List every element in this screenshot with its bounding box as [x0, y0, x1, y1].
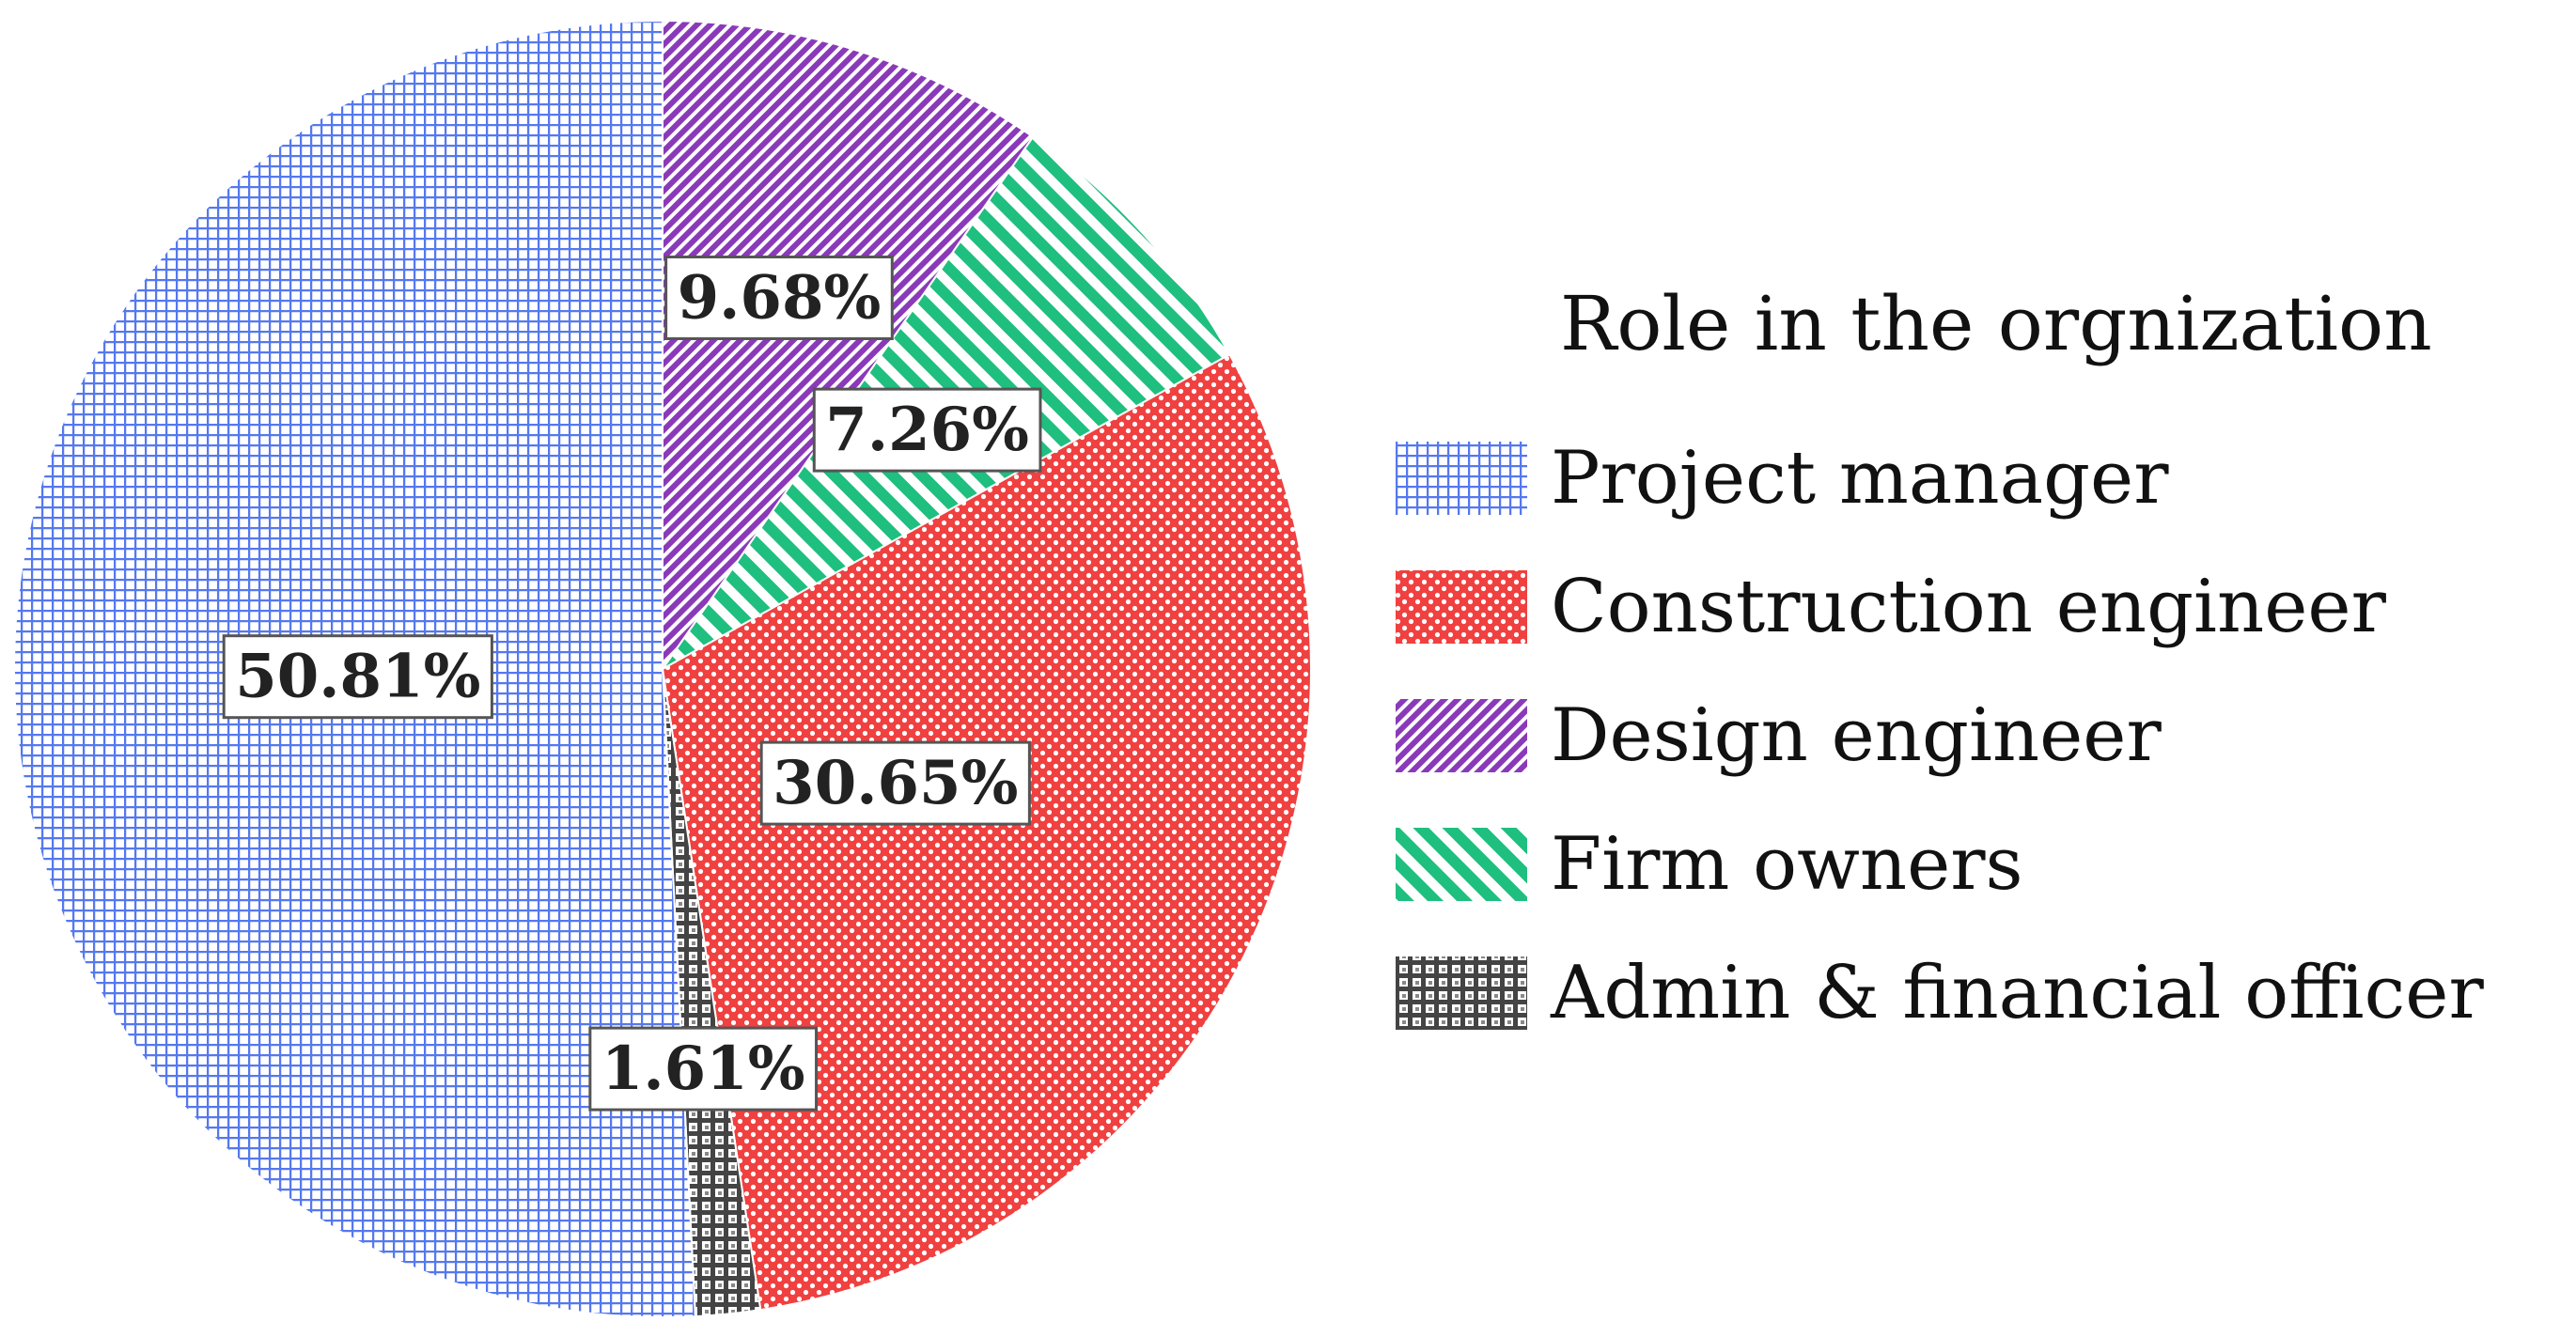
slice-label-design-engineer: 9.68%: [664, 255, 894, 340]
pie-slice-labels: 9.68% 7.26% 30.65% 1.61% 50.81%: [222, 255, 1042, 1112]
slice-label-text: 9.68%: [678, 262, 882, 333]
slice-label-box: [812, 387, 1042, 473]
pie-slice-construction-engineer: [661, 352, 1312, 1312]
slice-label-box: [664, 255, 894, 340]
legend-item-construction-engineer: Construction engineer: [1396, 565, 2387, 649]
legend-swatch: [1396, 570, 1527, 644]
legend-item-admin-and-financial-officer: Admin & financial officer: [1396, 951, 2484, 1035]
slice-label-box: [759, 740, 1031, 826]
slice-label-text: 7.26%: [825, 395, 1029, 465]
legend-item-firm-owners: Firm owners: [1396, 822, 2023, 907]
pie-slice-design-engineer: [662, 19, 1035, 673]
slice-label-construction-engineer: 30.65%: [759, 740, 1031, 826]
slice-label-text: 50.81%: [235, 642, 480, 712]
legend-title: Role in the orgnization: [1560, 280, 2432, 367]
legend-label: Firm owners: [1551, 822, 2023, 907]
legend-label: Project manager: [1551, 436, 2169, 521]
slice-label-firm-owners: 7.26%: [812, 387, 1042, 473]
legend-swatch: [1396, 442, 1527, 515]
legend-item-project-manager: Project manager: [1396, 436, 2169, 521]
slice-label-text: 30.65%: [773, 748, 1018, 818]
slice-label-box: [222, 634, 493, 720]
legend-item-design-engineer: Design engineer: [1396, 693, 2162, 778]
legend-label: Design engineer: [1551, 693, 2162, 778]
slice-label-project-manager: 50.81%: [222, 634, 493, 720]
legend-swatch: [1396, 699, 1527, 772]
legend-swatch: [1396, 956, 1527, 1030]
slice-label-text: 1.61%: [601, 1034, 805, 1104]
legend-label: Admin & financial officer: [1550, 951, 2484, 1035]
slice-label-admin-and-financial-officer: 1.61%: [588, 1026, 819, 1112]
pie-slices: [13, 19, 1312, 1318]
legend-swatch: [1396, 828, 1527, 901]
legend: Role in the orgnization Project manager C…: [1396, 280, 2484, 1035]
legend-label: Construction engineer: [1551, 565, 2387, 649]
slice-label-box: [588, 1026, 819, 1112]
